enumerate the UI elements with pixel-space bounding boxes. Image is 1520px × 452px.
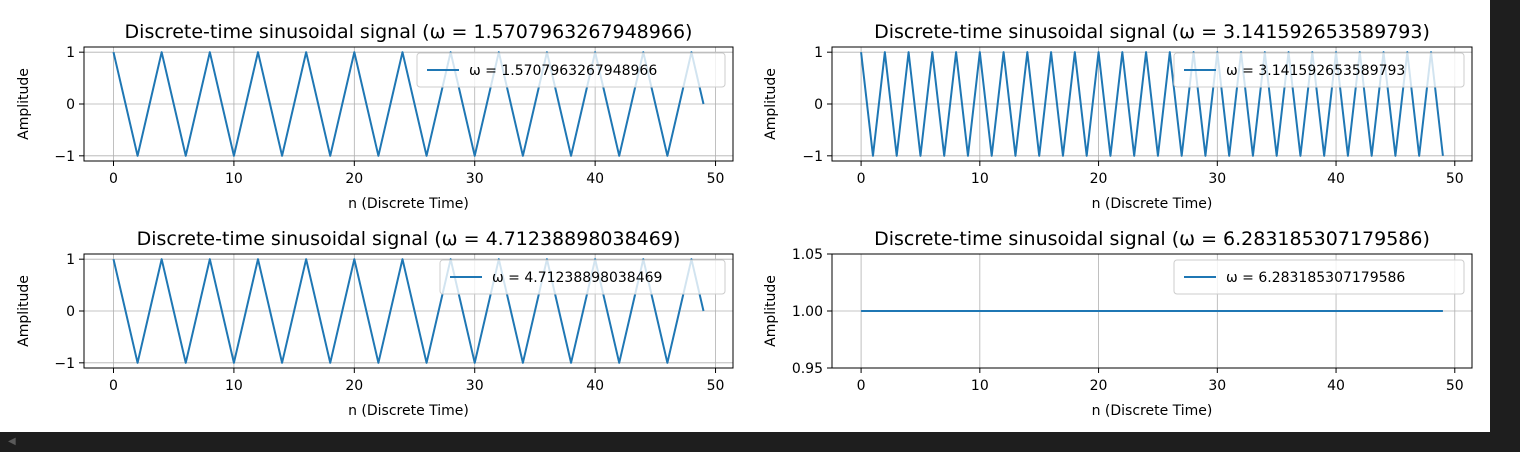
y-tick-label: 0 (66, 97, 75, 113)
x-tick-label: 50 (1446, 171, 1464, 187)
x-axis-label: n (Discrete Time) (1092, 403, 1213, 419)
legend-box (1173, 52, 1465, 88)
x-tick-label: 0 (109, 378, 118, 394)
series-line (860, 51, 1444, 157)
y-axis-label: Amplitude (16, 275, 32, 347)
y-tick-label: 1 (814, 45, 823, 61)
chart-panel-3: 0 10 20 30 40 50 −1 0 1 Discrete-time sinusoidal … (16, 228, 734, 419)
y-tick-label: −1 (54, 356, 75, 372)
x-tick-label: 50 (707, 171, 725, 187)
legend-label: ω = 3.141592653589793 (1226, 63, 1405, 79)
x-axis-label: n (Discrete Time) (348, 196, 469, 212)
x-tick-label: 40 (1327, 378, 1345, 394)
y-axis-label: Amplitude (16, 68, 32, 140)
output-cell: 0 10 20 30 40 50 −1 0 1 Discrete-time sinusoidal … (0, 0, 1490, 432)
x-tick-label: 50 (707, 378, 725, 394)
x-tick-label: 0 (857, 171, 866, 187)
x-tick-label: 10 (971, 171, 989, 187)
y-tick-label: 1 (66, 45, 75, 61)
x-tick-label: 30 (1208, 378, 1226, 394)
scroll-left-icon[interactable]: ◀ (8, 436, 16, 447)
x-tick-label: 40 (1327, 171, 1345, 187)
legend-label: ω = 1.5707963267948966 (469, 63, 657, 79)
x-tick-label: 40 (586, 378, 604, 394)
x-tick-label: 0 (857, 378, 866, 394)
x-tick-label: 20 (345, 171, 363, 187)
series-line (112, 51, 705, 157)
x-tick-label: 20 (1090, 171, 1108, 187)
legend-box (1173, 259, 1465, 295)
chart-panel-1: 0 10 20 30 40 50 −1 0 1 Discrete-time sinusoidal … (16, 21, 734, 212)
bottom-strip (0, 432, 1520, 452)
x-tick-label: 0 (109, 171, 118, 187)
legend-label: ω = 4.71238898038469 (492, 270, 662, 286)
x-tick-label: 30 (466, 378, 484, 394)
x-tick-label: 20 (1090, 378, 1108, 394)
y-tick-label: 1.00 (792, 304, 823, 320)
y-tick-label: −1 (54, 149, 75, 165)
chart-panel-2: 0 10 20 30 40 50 −1 0 1 Discrete-time sinusoidal … (763, 21, 1473, 212)
x-tick-label: 30 (466, 171, 484, 187)
chart-panel-4: 0 10 20 30 40 50 0.95 1.00 1.05 Discrete-time sin… (763, 228, 1473, 419)
y-axis-label: Amplitude (763, 275, 779, 347)
x-tick-label: 20 (345, 378, 363, 394)
x-axis-label: n (Discrete Time) (1092, 196, 1213, 212)
right-strip (1490, 0, 1520, 432)
y-tick-label: 1 (66, 252, 75, 268)
x-tick-label: 10 (971, 378, 989, 394)
chart-title: Discrete-time sinusoidal signal (ω = 6.2… (874, 228, 1430, 250)
x-tick-label: 30 (1208, 171, 1226, 187)
y-axis-label: Amplitude (763, 68, 779, 140)
y-tick-label: 1.05 (792, 247, 823, 263)
y-tick-label: 0 (66, 304, 75, 320)
y-tick-label: 0.95 (792, 361, 823, 377)
x-tick-label: 40 (586, 171, 604, 187)
y-tick-label: −1 (802, 149, 823, 165)
x-axis-label: n (Discrete Time) (348, 403, 469, 419)
chart-title: Discrete-time sinusoidal signal (ω = 4.7… (137, 228, 681, 250)
legend-box (439, 259, 726, 295)
legend-label: ω = 6.283185307179586 (1226, 270, 1405, 286)
y-tick-label: 0 (814, 97, 823, 113)
x-tick-label: 50 (1446, 378, 1464, 394)
chart-title: Discrete-time sinusoidal signal (ω = 1.5… (125, 21, 693, 43)
x-tick-label: 10 (225, 378, 243, 394)
series-line (112, 258, 705, 364)
legend-box (416, 52, 726, 88)
chart-title: Discrete-time sinusoidal signal (ω = 3.1… (874, 21, 1430, 43)
x-tick-label: 10 (225, 171, 243, 187)
